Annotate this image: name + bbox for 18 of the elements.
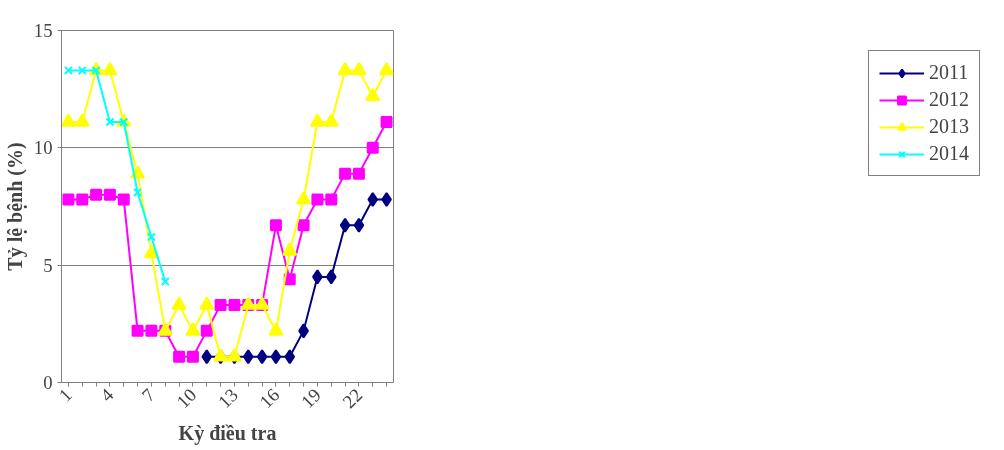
x-tick-label: 22	[338, 384, 367, 413]
x-tick-label: 10	[172, 384, 201, 413]
y-axis-title: Tỷ lệ bệnh (%)	[3, 142, 27, 271]
y-tick-label: 0	[43, 372, 53, 393]
x-tick-label: 1	[54, 384, 76, 406]
legend-label: 2014	[929, 142, 969, 165]
y-tick-label: 5	[43, 254, 53, 276]
y-tick-label: 10	[33, 137, 53, 159]
x-axis-title: Kỳ điều tra	[178, 421, 277, 445]
x-tick-label: 13	[213, 384, 242, 413]
x-tick-label: 4	[95, 383, 118, 406]
y-tick-label: 15	[33, 20, 53, 41]
legend-label: 2011	[929, 61, 969, 84]
x-tick-label: 16	[255, 384, 284, 413]
legend-label: 2013	[929, 115, 969, 138]
x-tick-label: 7	[137, 384, 159, 406]
x-tick-label: 19	[296, 384, 325, 413]
legend-label: 2012	[929, 88, 969, 111]
